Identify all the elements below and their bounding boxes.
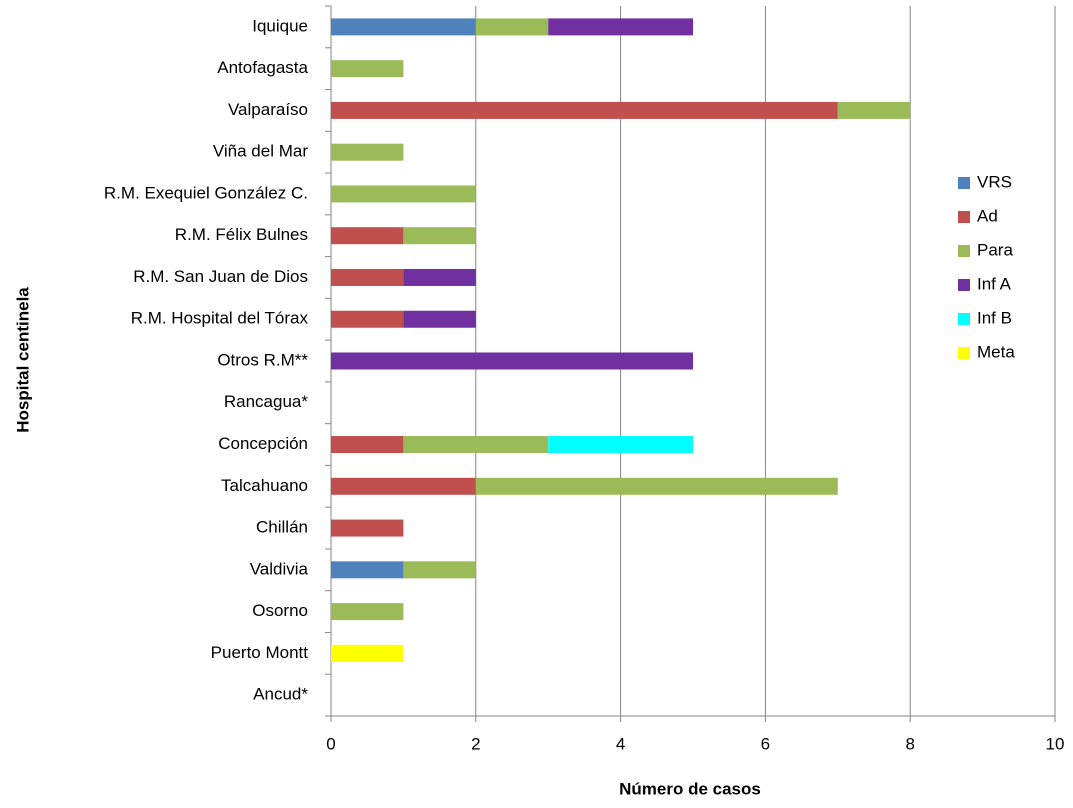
x-axis-title: Número de casos	[619, 779, 761, 798]
bar-segment	[403, 310, 476, 328]
x-tick-label: 10	[1046, 734, 1065, 753]
bar-segment	[548, 436, 693, 454]
bar-segment	[331, 143, 404, 161]
y-tick-label: Viña del Mar	[213, 142, 308, 161]
legend-swatch	[958, 245, 970, 257]
x-tick-label: 2	[471, 734, 480, 753]
bar-segment	[331, 644, 404, 662]
bar-segment	[331, 185, 476, 203]
legend-label: Ad	[977, 206, 998, 225]
x-tick-label: 8	[905, 734, 914, 753]
y-tick-label: R.M. Exequiel González C.	[104, 183, 308, 202]
y-tick-label: Rancagua*	[224, 392, 309, 411]
legend-swatch	[958, 347, 970, 359]
legend-label: VRS	[977, 172, 1012, 191]
y-tick-label: Concepción	[218, 434, 308, 453]
legend-swatch	[958, 279, 970, 291]
x-tick-label: 4	[616, 734, 625, 753]
bar-segment	[475, 18, 549, 36]
y-tick-label: Valparaíso	[228, 100, 308, 119]
bar-segment	[331, 561, 404, 579]
bar-segment	[331, 101, 838, 119]
x-tick-label: 0	[326, 734, 335, 753]
y-tick-label: Antofagasta	[217, 58, 308, 77]
legend-label: Inf A	[977, 274, 1012, 293]
y-tick-label: Otros R.M**	[217, 350, 308, 369]
bar-segment	[403, 561, 476, 579]
y-tick-label: R.M. San Juan de Dios	[133, 267, 308, 286]
y-tick-label: Talcahuano	[221, 476, 308, 495]
bar-segment	[403, 436, 549, 454]
bar-segment	[331, 603, 404, 621]
y-tick-label: R.M. Hospital del Tórax	[131, 309, 309, 328]
bar-segment	[331, 519, 404, 537]
bar-segment	[548, 18, 693, 36]
legend-label: Inf B	[977, 308, 1012, 327]
y-tick-label: Ancud*	[253, 685, 308, 704]
bar-segment	[331, 477, 476, 495]
legend-swatch	[958, 211, 970, 223]
bar-segment	[331, 60, 404, 78]
bar-segment	[331, 310, 404, 328]
bar-segment	[475, 477, 838, 495]
legend-swatch	[958, 313, 970, 325]
bar-segment	[331, 436, 404, 454]
legend-label: Meta	[977, 342, 1015, 361]
bar-segment	[331, 352, 693, 370]
y-tick-label: Puerto Montt	[211, 643, 309, 662]
y-tick-label: Valdivia	[250, 559, 309, 578]
y-axis-title: Hospital centinela	[13, 287, 32, 433]
x-tick-label: 6	[761, 734, 770, 753]
y-tick-label: Iquique	[252, 16, 308, 35]
bar-segment	[837, 101, 911, 119]
y-tick-label: Osorno	[252, 601, 308, 620]
legend-swatch	[958, 177, 970, 189]
bar-segment	[331, 18, 476, 36]
bar-segment	[403, 268, 476, 286]
y-tick-label: R.M. Félix Bulnes	[175, 225, 308, 244]
bar-segment	[331, 227, 404, 245]
legend-label: Para	[977, 240, 1013, 259]
y-tick-label: Chillán	[256, 518, 308, 537]
bar-segment	[331, 268, 404, 286]
bar-segment	[403, 227, 476, 245]
